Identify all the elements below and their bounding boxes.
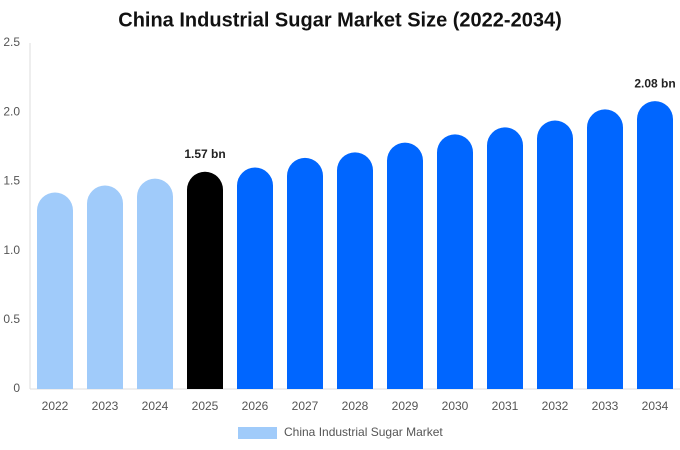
- x-tick-label: 2027: [292, 399, 319, 413]
- y-tick-label: 2.5: [3, 35, 20, 49]
- data-label: 2.08 bn: [634, 76, 675, 90]
- x-tick-label: 2032: [542, 399, 569, 413]
- bar: [87, 185, 123, 389]
- y-tick-label: 2.0: [3, 104, 20, 118]
- x-tick-label: 2034: [642, 399, 669, 413]
- bar: [137, 178, 173, 389]
- bar: [237, 167, 273, 389]
- legend-label: China Industrial Sugar Market: [284, 425, 443, 439]
- bar: [387, 142, 423, 389]
- data-label: 1.57 bn: [184, 147, 225, 161]
- x-tick-label: 2028: [342, 399, 369, 413]
- x-tick-label: 2031: [492, 399, 519, 413]
- y-tick-label: 1.5: [3, 174, 20, 188]
- x-tick-label: 2025: [192, 399, 219, 413]
- bar: [37, 192, 73, 389]
- bar: [287, 157, 323, 389]
- x-tick-label: 2023: [92, 399, 119, 413]
- bar: [437, 134, 473, 389]
- x-tick-label: 2024: [142, 399, 169, 413]
- bar: [337, 152, 373, 389]
- x-tick-label: 2033: [592, 399, 619, 413]
- legend-swatch: [238, 427, 277, 439]
- x-tick-label: 2022: [42, 399, 69, 413]
- y-tick-label: 0.5: [3, 312, 20, 326]
- bar: [487, 127, 523, 389]
- x-tick-label: 2026: [242, 399, 269, 413]
- bar: [587, 109, 623, 389]
- bar: [637, 101, 673, 390]
- chart-title: China Industrial Sugar Market Size (2022…: [118, 9, 562, 31]
- x-tick-label: 2029: [392, 399, 419, 413]
- bar: [187, 171, 223, 389]
- bar: [537, 120, 573, 389]
- y-tick-label: 1.0: [3, 243, 20, 257]
- x-tick-label: 2030: [442, 399, 469, 413]
- y-tick-label: 0: [13, 381, 20, 395]
